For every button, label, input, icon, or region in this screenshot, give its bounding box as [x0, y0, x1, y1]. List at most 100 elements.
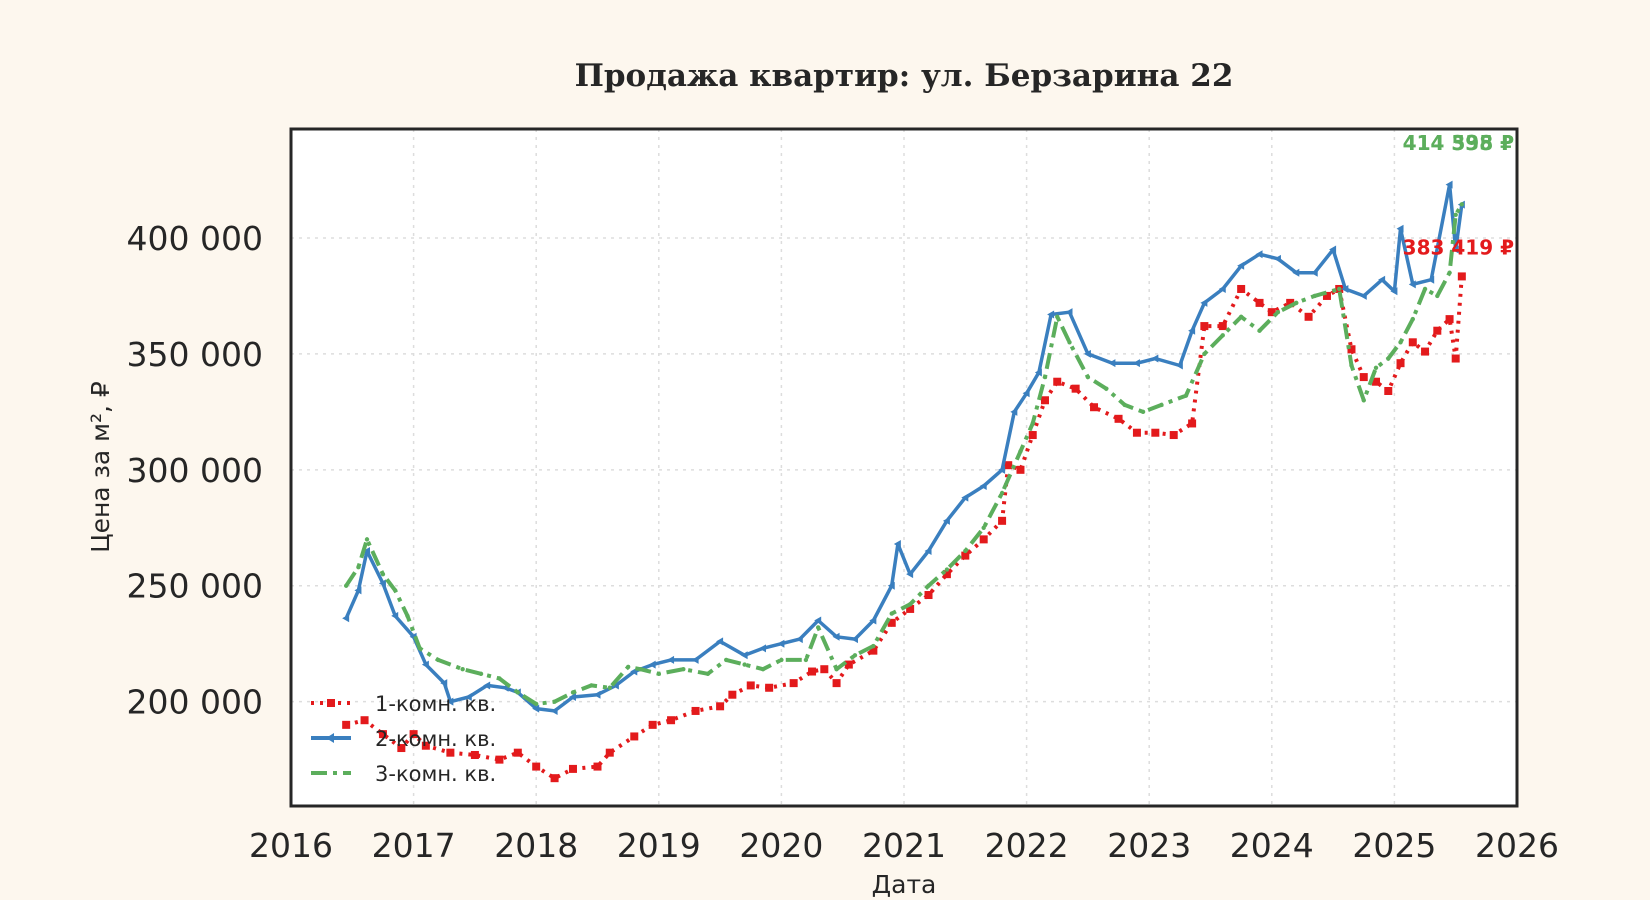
data-point [808, 667, 817, 676]
data-point [803, 657, 809, 663]
data-point [1200, 322, 1209, 331]
x-axis-ticks: 2016 2017 2018 2019 2020 2021 2022 2023 2024 2025… [249, 826, 1559, 865]
data-point [421, 660, 429, 669]
data-point [1010, 407, 1018, 416]
data-point [777, 639, 785, 648]
data-point [979, 482, 987, 491]
data-point [740, 651, 748, 660]
data-point [1257, 328, 1262, 333]
data-point [409, 730, 418, 739]
data-point [1451, 354, 1460, 363]
chart-title: Продажа квартир: ул. Берзарина 22 [575, 58, 1234, 94]
x-tick-label: 2019 [617, 826, 701, 865]
data-point [979, 535, 988, 544]
data-point [1359, 291, 1367, 300]
data-point [1396, 224, 1404, 233]
data-point [1047, 310, 1055, 319]
series-line [344, 203, 1464, 706]
data-point [1451, 245, 1459, 254]
data-point [625, 664, 631, 670]
data-point [907, 602, 913, 607]
data-point [417, 646, 422, 651]
data-point [1083, 349, 1091, 358]
x-tick-label: 2017 [372, 826, 456, 865]
data-point [1055, 314, 1060, 319]
data-point [1453, 212, 1458, 217]
data-point [742, 662, 747, 667]
data-point [834, 667, 839, 672]
data-point [850, 635, 858, 644]
data-point [924, 591, 933, 600]
data-point [852, 653, 858, 658]
data-point [1218, 322, 1227, 331]
data-point [832, 632, 840, 641]
data-point [460, 667, 465, 672]
data-point [380, 571, 386, 577]
data-point [552, 699, 557, 704]
x-tick-label: 2016 [249, 826, 333, 865]
data-point [1042, 374, 1048, 380]
grid [290, 129, 1518, 806]
data-point [1108, 359, 1116, 368]
data-point [393, 588, 398, 593]
data-point [638, 667, 643, 672]
data-point [478, 671, 484, 677]
data-point [728, 690, 737, 699]
data-point [1421, 347, 1430, 356]
legend-marker [327, 699, 335, 707]
data-point [1183, 393, 1189, 398]
data-point [832, 679, 841, 688]
data-point [446, 697, 454, 706]
data-point [570, 690, 576, 695]
data-point [1347, 345, 1356, 354]
data-point [1071, 384, 1080, 393]
data-point [1410, 316, 1415, 322]
data-point [1408, 338, 1417, 347]
data-point [926, 583, 931, 588]
data-point [360, 716, 369, 725]
data-point [944, 567, 950, 572]
data-point [961, 493, 969, 502]
y-tick-label: 300 000 [127, 451, 263, 490]
data-point [716, 702, 725, 711]
data-point [1435, 293, 1440, 299]
series-layer [342, 180, 1466, 783]
data-point [1200, 298, 1208, 307]
data-point [746, 681, 755, 690]
data-point [470, 750, 479, 759]
data-point [667, 716, 676, 725]
data-point [1349, 363, 1354, 368]
data-point [611, 681, 619, 690]
data-point [1322, 291, 1331, 300]
data-point [716, 637, 724, 646]
data-point [1034, 368, 1042, 377]
data-point [363, 546, 371, 555]
data-point [1459, 202, 1465, 207]
data-point [593, 762, 602, 771]
data-point [1067, 340, 1072, 345]
data-point [1122, 402, 1127, 408]
data-point [691, 706, 700, 715]
data-point [1304, 312, 1313, 321]
data-point [1445, 180, 1453, 189]
data-point [1267, 308, 1276, 317]
data-point [1422, 286, 1428, 292]
data-point [1386, 356, 1391, 361]
data-point [378, 730, 387, 739]
series-3 [343, 202, 1465, 707]
data-point [815, 625, 821, 630]
data-point [1273, 254, 1281, 263]
data-point [963, 548, 968, 554]
series-end-label-2: 414 395 ₽ [1403, 131, 1514, 155]
data-point [789, 679, 798, 688]
data-point [1016, 465, 1025, 474]
data-point [999, 490, 1005, 496]
data-point [1294, 300, 1299, 306]
data-point [869, 616, 877, 625]
data-point [906, 570, 914, 579]
data-point [354, 586, 362, 595]
data-point [342, 720, 351, 729]
data-point [1378, 275, 1386, 284]
data-point [893, 540, 901, 549]
